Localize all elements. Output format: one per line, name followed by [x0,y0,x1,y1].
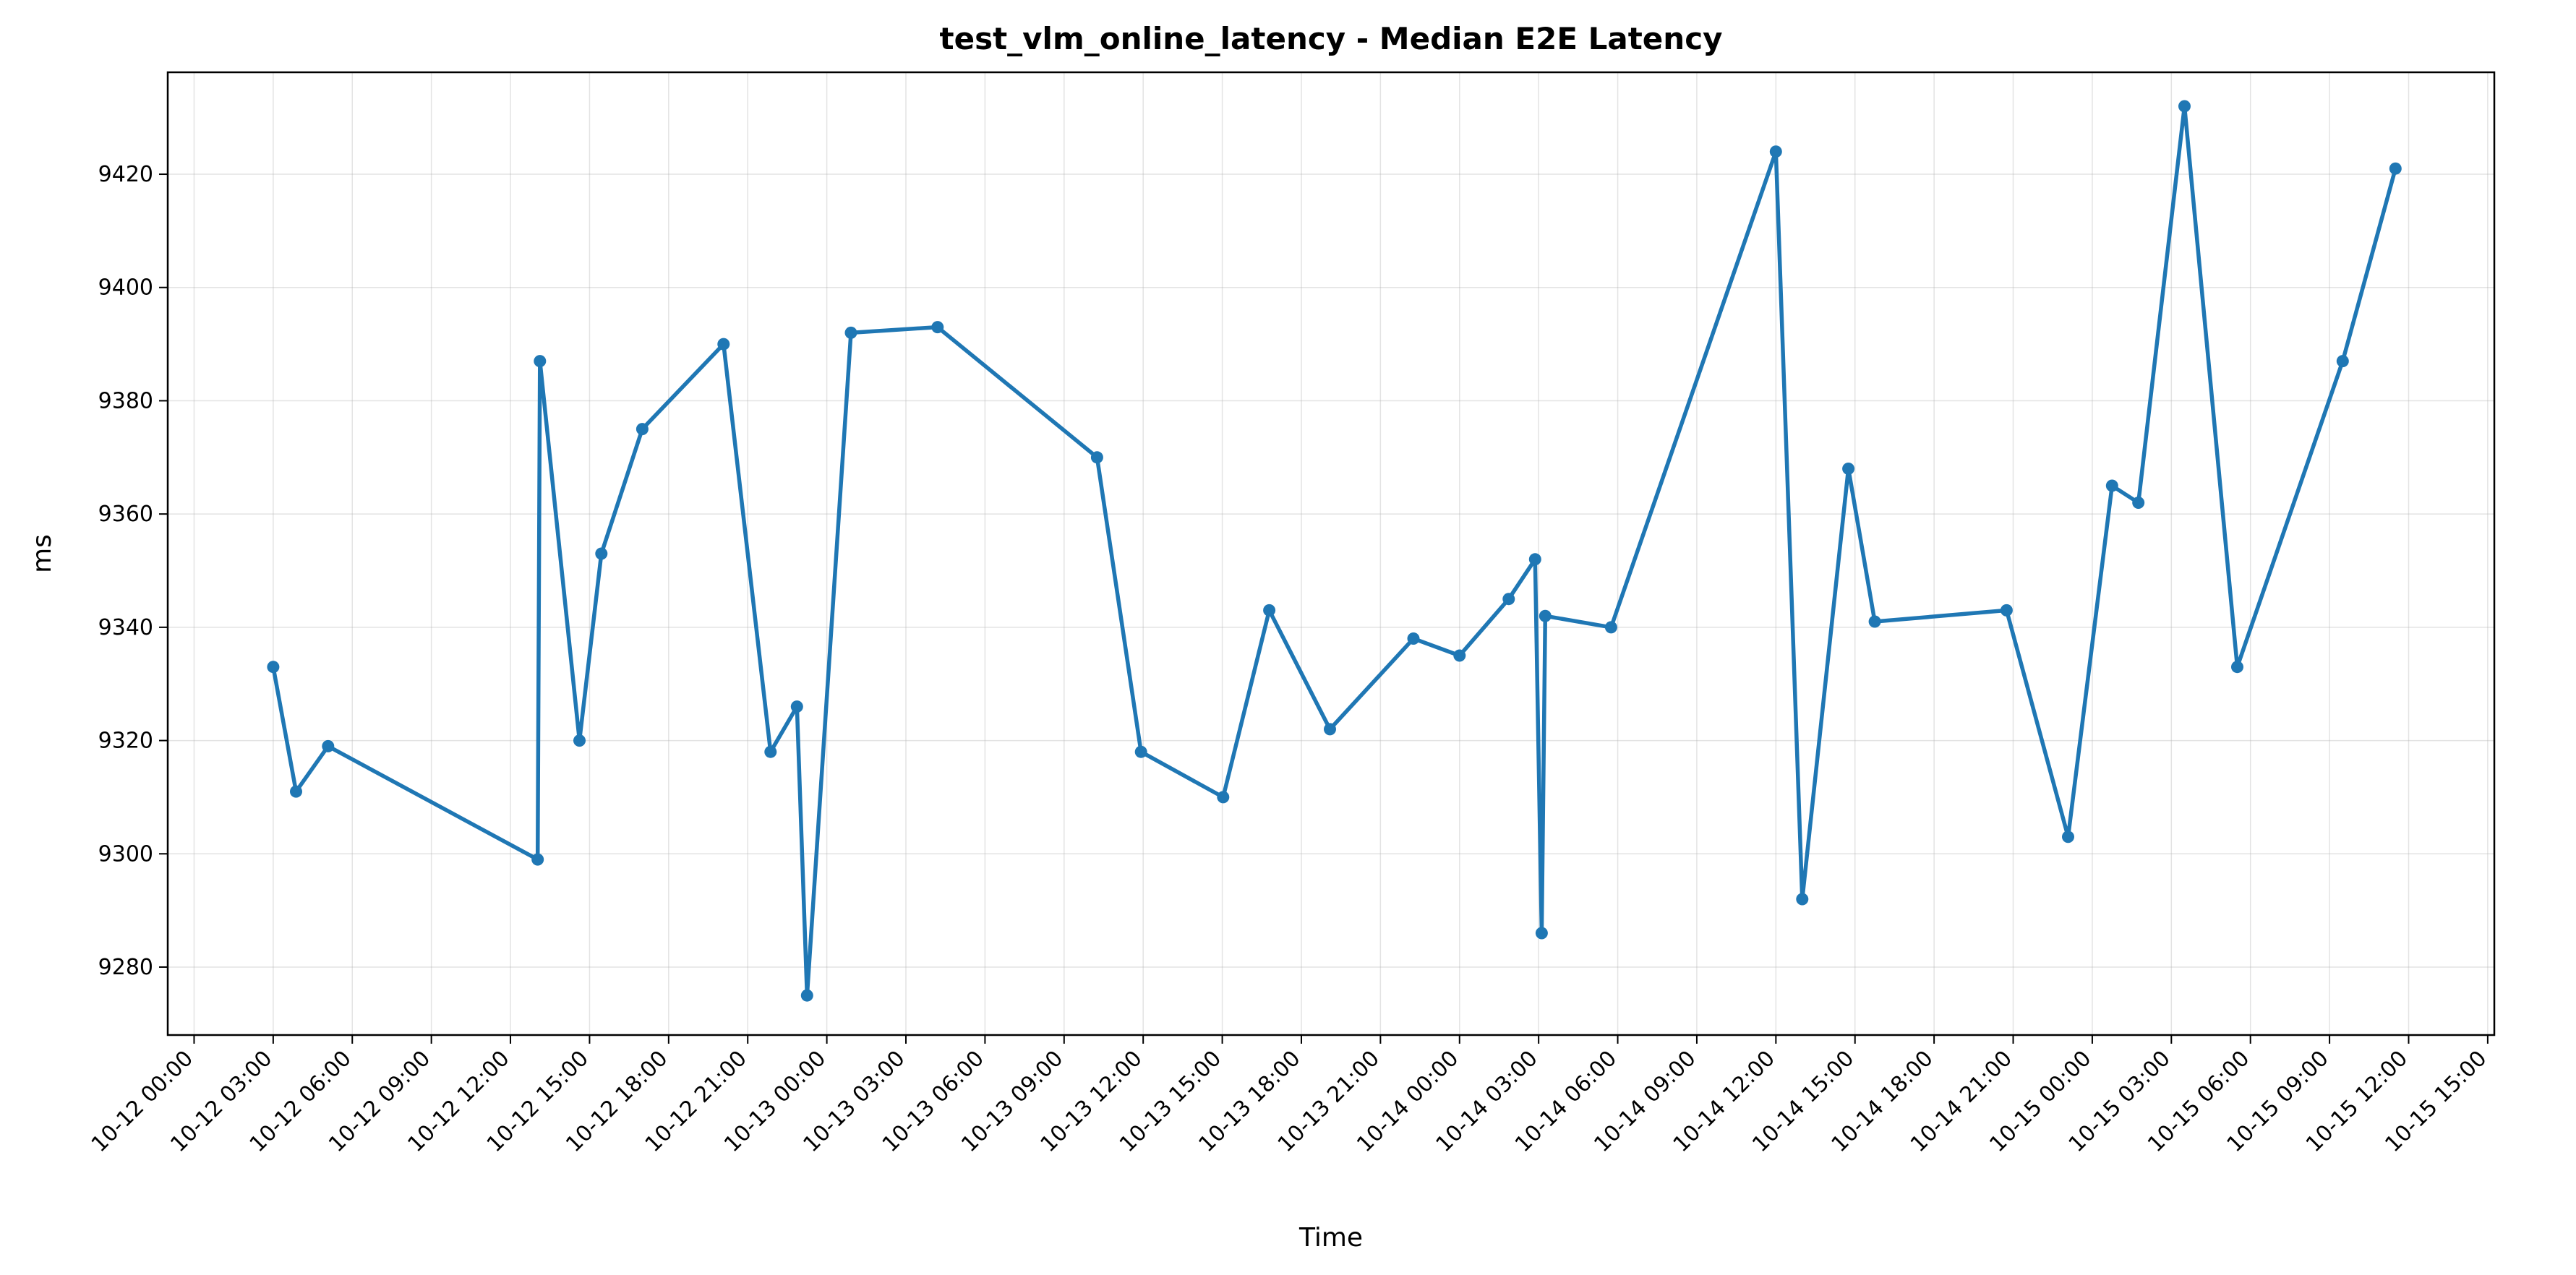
y-tick-label: 9360 [98,502,153,527]
data-point [1407,632,1420,645]
data-point [2062,830,2074,843]
data-point [534,355,547,368]
data-point [636,423,649,436]
data-point [2389,162,2402,175]
data-point [1535,927,1548,940]
data-point [1453,649,1466,662]
data-point [717,338,730,351]
data-point [1842,463,1855,475]
data-point [290,785,302,798]
data-point [322,739,335,752]
data-point [1604,621,1617,634]
y-tick-label: 9420 [98,162,153,187]
data-point [267,661,280,674]
y-tick-label: 9340 [98,615,153,640]
data-point [2132,497,2145,509]
data-point [1769,145,1782,158]
y-tick-label: 9300 [98,841,153,867]
data-point [1796,893,1809,906]
y-tick-label: 9280 [98,955,153,980]
data-point [2178,100,2191,113]
data-point [2105,479,2118,492]
y-tick-label: 9320 [98,729,153,754]
chart-title: test_vlm_online_latency - Median E2E Lat… [940,21,1723,56]
data-point [531,853,544,866]
data-point [1134,745,1147,758]
data-point [2231,661,2243,674]
plot-frame [166,71,2496,1036]
data-point [595,547,608,560]
data-point [1502,593,1515,606]
data-point [764,745,777,758]
data-point [844,326,857,339]
data-point [800,989,813,1002]
data-point [1263,604,1276,617]
data-point [1868,615,1881,628]
y-tick-label: 9400 [98,275,153,301]
data-point [2000,604,2013,617]
y-axis-title: ms [27,534,57,573]
series-line [271,104,2398,997]
data-point [2336,355,2349,368]
data-point [1539,609,1552,622]
data-point [931,321,944,334]
data-point [1217,791,1230,804]
data-point [1324,723,1336,736]
y-axis: 9280 9300 9320 9340 9360 9380 9400 9420 [98,162,168,980]
data-point [1090,451,1103,464]
data-point [573,734,586,747]
data-point [1528,553,1541,566]
series-layer [267,100,2402,1002]
x-axis-title: Time [1298,1223,1363,1253]
y-tick-label: 9380 [98,388,153,413]
data-point [790,700,803,713]
